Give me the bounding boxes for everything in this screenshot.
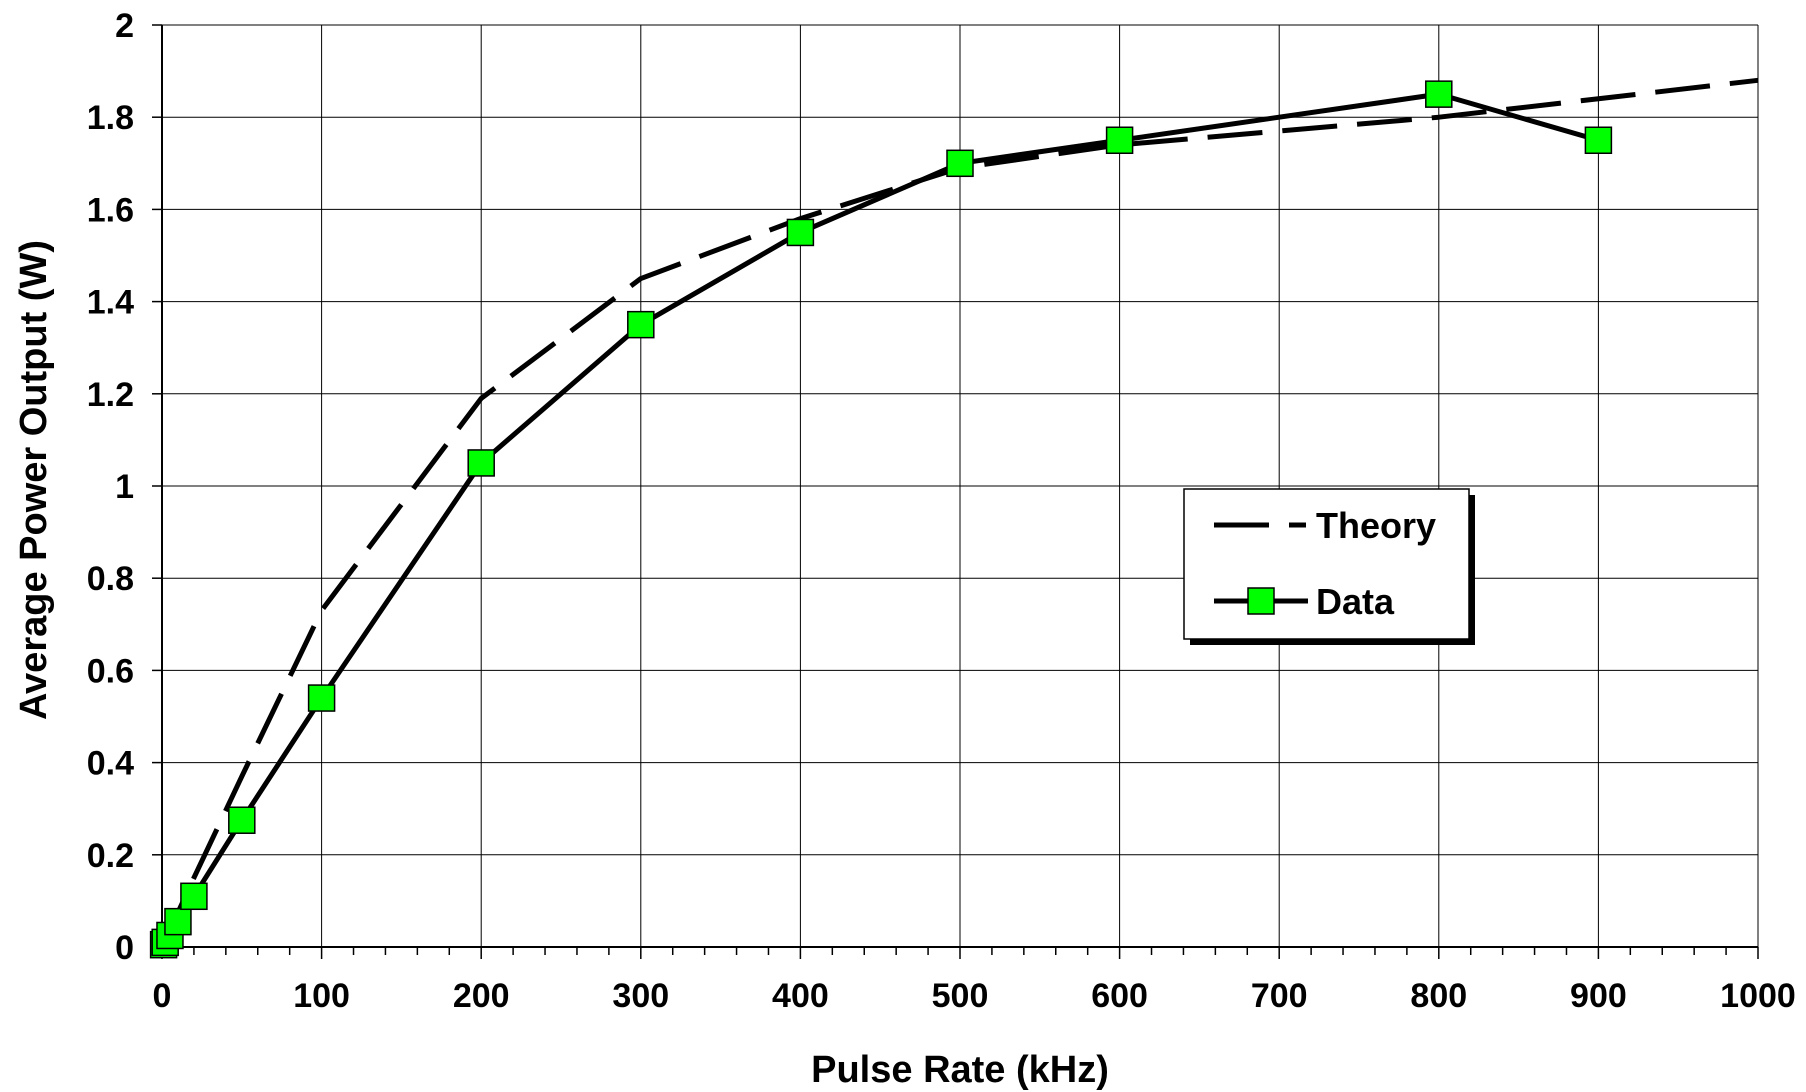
y-tick-label: 0.6: [87, 652, 134, 690]
x-tick-label: 400: [772, 977, 829, 1015]
x-tick-label: 800: [1410, 977, 1467, 1015]
y-axis-ticks: 0 0.2 0.4 0.6 0.8 1 1.2 1.4 1.6 1.8 2: [87, 7, 162, 967]
data-point: [228, 806, 256, 834]
x-axis-ticks: 0 100 200 300 400 500 600 700 800 900 1000: [153, 947, 1796, 1015]
y-tick-label: 1.2: [87, 376, 134, 414]
y-tick-label: 1.4: [87, 284, 134, 322]
data-point: [627, 310, 655, 339]
y-tick-label: 0: [115, 929, 134, 967]
legend-box: [1183, 488, 1470, 640]
x-tick-label: 600: [1091, 977, 1148, 1015]
data-point: [467, 449, 495, 477]
data-point: [1584, 126, 1613, 154]
y-tick-label: 0.4: [87, 745, 134, 783]
y-axis-title: Average Power Output (W): [13, 240, 55, 720]
y-tick-label: 0.2: [87, 837, 134, 875]
series-theory: [159, 77, 1759, 949]
legend-data-label: Data: [1316, 581, 1395, 622]
data-point: [1105, 126, 1134, 154]
data-point: [180, 882, 208, 911]
legend-data-marker: [1247, 587, 1275, 615]
data-point: [164, 907, 192, 936]
x-tick-label: 500: [932, 977, 989, 1015]
x-tick-label: 300: [612, 977, 669, 1015]
x-tick-label: 1000: [1720, 977, 1796, 1015]
y-tick-label: 1.8: [87, 99, 134, 137]
x-tick-label: 900: [1570, 977, 1627, 1015]
data-point: [946, 149, 974, 178]
theory-line: [159, 77, 1759, 949]
y-tick-label: 1: [115, 468, 134, 506]
y-tick-label: 1.6: [87, 191, 134, 229]
data-point: [786, 218, 815, 247]
data-point: [307, 684, 336, 712]
y-tick-label: 2: [115, 7, 134, 45]
legend: Theory Data: [1183, 488, 1475, 645]
x-axis-title: Pulse Rate (kHz): [811, 1049, 1109, 1091]
y-tick-label: 0.8: [87, 560, 134, 598]
data-point: [1425, 80, 1453, 108]
x-tick-label: 0: [153, 977, 172, 1015]
x-tick-label: 700: [1251, 977, 1308, 1015]
x-tick-label: 100: [293, 977, 350, 1015]
grid: [162, 24, 1759, 947]
x-tick-label: 200: [453, 977, 510, 1015]
series-data: [149, 80, 1613, 959]
legend-theory-label: Theory: [1316, 505, 1436, 546]
